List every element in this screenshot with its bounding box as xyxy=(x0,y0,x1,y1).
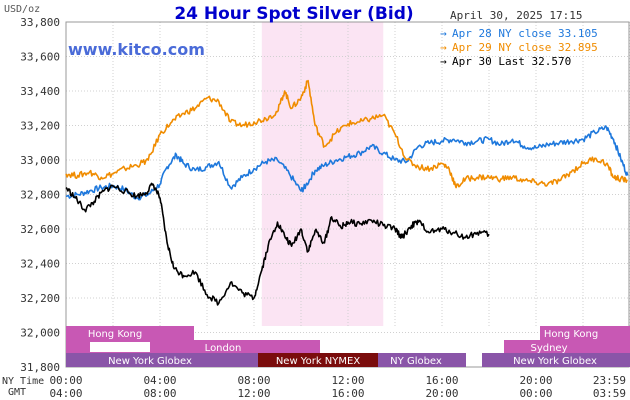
legend-swatch-apr28: → xyxy=(440,27,447,40)
gmt-label: GMT xyxy=(8,387,26,398)
watermark: www.kitco.com xyxy=(68,40,205,59)
y-tick-label: 32,600 xyxy=(20,223,60,236)
x-tick-ny: 04:00 xyxy=(143,374,176,387)
session-bars: Hong Kong Hong Kong Sydney London New Yo… xyxy=(66,326,630,367)
y-axis-ticks: 33,800 33,600 33,400 33,200 33,000 32,800 32,6… xyxy=(20,16,60,374)
x-tick-gmt: 12:00 xyxy=(237,387,270,400)
hong-kong-left-bar xyxy=(66,326,194,340)
hong-kong-left-label: Hong Kong xyxy=(88,329,142,340)
y-tick-label: 33,600 xyxy=(20,51,60,64)
x-tick-ny: 08:00 xyxy=(237,374,270,387)
london-label: London xyxy=(205,343,242,354)
x-tick-ny: 23:59 xyxy=(593,374,626,387)
series-line-1 xyxy=(65,79,628,189)
series-line-2 xyxy=(65,182,490,306)
x-tick-gmt: 08:00 xyxy=(143,387,176,400)
chart-title: 24 Hour Spot Silver (Bid) xyxy=(174,4,413,24)
ny-globex-left-bar xyxy=(66,353,258,367)
x-tick-gmt: 20:00 xyxy=(425,387,458,400)
x-tick-gmt: 16:00 xyxy=(331,387,364,400)
legend-swatch-apr30: → xyxy=(440,55,447,68)
y-tick-label: 32,400 xyxy=(20,258,60,271)
legend-entry-apr29: Apr 29 NY close 32.895 xyxy=(452,41,598,54)
ny-time-label: NY Time xyxy=(2,376,44,387)
ny-nymex-bar xyxy=(258,353,378,367)
y-tick-label: 31,800 xyxy=(20,361,60,374)
ny-globex-mid-bar xyxy=(378,353,466,367)
x-tick-gmt: 00:00 xyxy=(519,387,552,400)
ny-globex-right-label: New York Globex xyxy=(513,356,597,367)
x-axis-ny-ticks: 00:00 04:00 08:00 12:00 16:00 20:00 23:59 xyxy=(49,374,626,387)
ny-nymex-label: New York NYMEX xyxy=(276,356,361,367)
y-tick-label: 33,800 xyxy=(20,16,60,29)
x-tick-gmt: 04:00 xyxy=(49,387,82,400)
series-line-0 xyxy=(65,125,629,201)
x-tick-ny: 12:00 xyxy=(331,374,364,387)
y-tick-label: 32,000 xyxy=(20,327,60,340)
y-tick-label: 33,000 xyxy=(20,154,60,167)
y-tick-label: 32,800 xyxy=(20,189,60,202)
x-tick-gmt: 03:59 xyxy=(593,387,626,400)
legend-entry-apr28: Apr 28 NY close 33.105 xyxy=(452,27,598,40)
sydney-label: Sydney xyxy=(530,343,567,354)
y-tick-label: 33,200 xyxy=(20,120,60,133)
unit-label: USD/oz xyxy=(4,4,40,15)
timestamp: April 30, 2025 17:15 xyxy=(450,9,582,22)
ny-globex-mid-label: NY Globex xyxy=(390,356,442,367)
nymex-session-shade xyxy=(261,22,384,326)
x-axis-gmt-ticks: 04:00 08:00 12:00 16:00 20:00 00:00 03:59 xyxy=(49,387,626,400)
legend-entry-apr30: Apr 30 Last 32.570 xyxy=(452,55,571,68)
x-tick-ny: 20:00 xyxy=(519,374,552,387)
london-gap xyxy=(90,342,150,352)
x-tick-ny: 16:00 xyxy=(425,374,458,387)
legend-swatch-apr29: → xyxy=(440,41,447,54)
hong-kong-right-label: Hong Kong xyxy=(544,329,598,340)
x-tick-ny: 00:00 xyxy=(49,374,82,387)
ny-globex-left-label: New York Globex xyxy=(108,356,192,367)
sydney-bar xyxy=(504,340,630,353)
legend: → Apr 28 NY close 33.105 → Apr 29 NY clo… xyxy=(440,27,598,68)
y-tick-label: 32,200 xyxy=(20,292,60,305)
ny-globex-right-bar xyxy=(482,353,630,367)
y-tick-label: 33,400 xyxy=(20,85,60,98)
hong-kong-right-bar xyxy=(540,326,630,340)
price-lines xyxy=(65,79,629,306)
